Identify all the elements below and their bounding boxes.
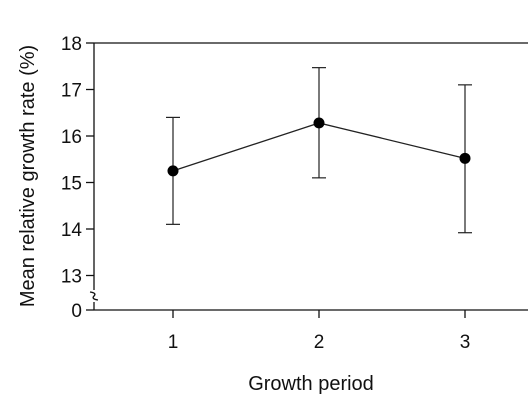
- y-axis-break-mark: [89, 291, 99, 301]
- x-tick-label: 1: [168, 332, 179, 353]
- y-axis-ticks: 0 13 14 15 16 17 18: [61, 34, 94, 322]
- data-point: [167, 165, 179, 177]
- x-axis-title: Growth period: [248, 373, 374, 395]
- y-tick-label: 17: [61, 81, 82, 102]
- x-tick-label: 2: [314, 332, 325, 353]
- y-tick-label: 14: [61, 220, 83, 241]
- y-tick-label: 18: [61, 34, 82, 55]
- y-tick-label: 13: [61, 267, 82, 288]
- x-axis-ticks: 1 2 3: [168, 310, 471, 353]
- data-point: [459, 152, 471, 164]
- x-tick-label: 3: [460, 332, 471, 353]
- y-tick-label: 15: [61, 174, 82, 195]
- plot-frame: [89, 42, 528, 311]
- y-axis-title: Mean relative growth rate (%): [17, 45, 39, 307]
- y-tick-label: 16: [61, 127, 82, 148]
- y-tick-label: 0: [71, 301, 82, 322]
- series-group: [166, 67, 472, 234]
- data-point: [313, 117, 325, 129]
